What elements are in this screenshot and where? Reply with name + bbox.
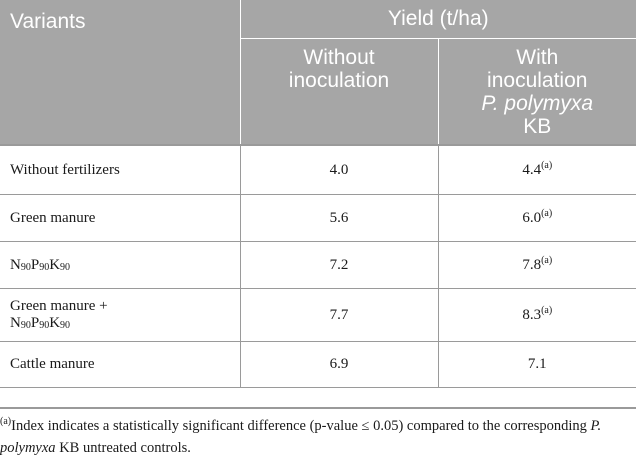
significance-mark: (a) <box>541 207 553 219</box>
header-without-line1: Without <box>303 46 375 69</box>
without-inoculation-cell: 5.6 <box>240 194 439 242</box>
header-with-line2: inoculation <box>487 69 588 92</box>
header-yield: Yield (t/ha) <box>240 0 637 39</box>
footnote-text-2: KB untreated controls. <box>55 440 191 456</box>
with-inoculation-cell: 4.4(a) <box>438 144 637 195</box>
significance-mark: (a) <box>541 159 553 171</box>
with-inoculation-cell: 8.3(a) <box>438 288 637 342</box>
yield-table: Variants Yield (t/ha) Without inoculatio… <box>0 0 637 388</box>
variant-cell: Green manure <box>0 194 241 242</box>
header-without-line2: inoculation <box>288 69 390 92</box>
footnote-mark: (a) <box>0 416 12 427</box>
variant-cell: Green manure + N90P90K90 <box>0 288 241 342</box>
without-inoculation-cell: 6.9 <box>240 341 439 388</box>
header-with-strain: KB <box>523 115 552 138</box>
table-row: Green manure + N90P90K90 7.7 8.3(a) <box>0 288 637 342</box>
table-row: Cattle manure 6.9 7.1 <box>0 341 637 388</box>
variant-cell: N90P90K90 <box>0 241 241 289</box>
table-row: N90P90K90 7.2 7.8(a) <box>0 241 637 289</box>
with-inoculation-cell: 6.0(a) <box>438 194 637 242</box>
footnote-text-1: Index indicates a statistically signific… <box>11 418 591 434</box>
significance-mark: (a) <box>541 304 553 316</box>
header-with-inoculation: With inoculation P. polymyxa KB <box>438 38 637 145</box>
without-inoculation-cell: 7.7 <box>240 288 439 342</box>
significance-mark: (a) <box>541 254 553 266</box>
with-inoculation-cell: 7.1 <box>438 341 637 388</box>
footnote-species: P. polymyxa <box>0 418 602 456</box>
with-inoculation-cell: 7.8(a) <box>438 241 637 289</box>
table-row: Green manure 5.6 6.0(a) <box>0 194 637 242</box>
variant-cell: Cattle manure <box>0 341 241 388</box>
header-with-line1: With <box>516 46 559 69</box>
without-inoculation-cell: 7.2 <box>240 241 439 289</box>
yield-table-container: Variants Yield (t/ha) Without inoculatio… <box>0 0 637 388</box>
without-inoculation-cell: 4.0 <box>240 144 439 195</box>
table-footnote: (a)Index indicates a statistically signi… <box>0 407 636 459</box>
header-variants: Variants <box>0 0 241 145</box>
header-without-inoculation: Without inoculation <box>240 38 439 145</box>
header-with-species: P. polymyxa <box>481 92 594 115</box>
table-row: Without fertilizers 4.0 4.4(a) <box>0 144 637 195</box>
variant-cell: Without fertilizers <box>0 144 241 195</box>
